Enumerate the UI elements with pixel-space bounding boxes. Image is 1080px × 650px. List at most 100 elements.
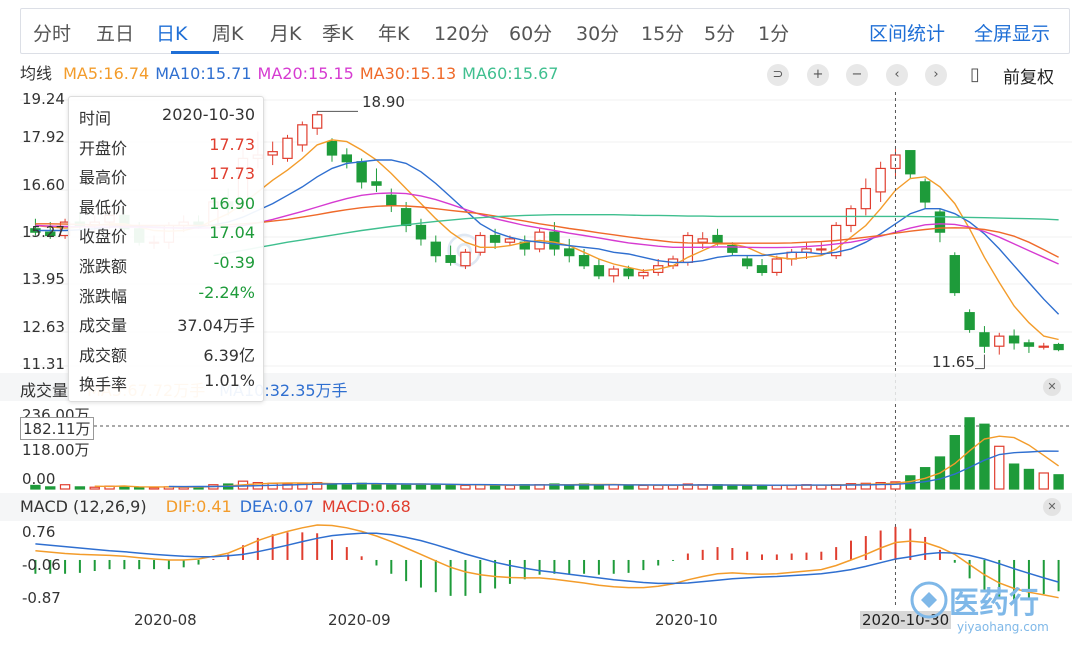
macd-title: MACD (12,26,9): [20, 497, 147, 516]
candle-body: [1023, 342, 1035, 347]
tooltip-row: 收盘价 17.04: [79, 223, 255, 247]
price-axis-label: 19.24: [22, 90, 65, 108]
volume-axis-label: 182.11万: [20, 417, 94, 440]
fullscreen-link[interactable]: 全屏显示: [974, 23, 1051, 45]
ma-line-ma60: [213, 213, 1059, 257]
tooltip-key: 最低价: [79, 197, 128, 217]
tooltip-key: 收盘价: [79, 227, 128, 247]
candle-body: [934, 211, 946, 233]
zoom-out-icon[interactable]: −: [846, 64, 868, 86]
candle-body: [771, 258, 783, 274]
watermark: 医药行 yiyaohang.com: [905, 578, 1075, 640]
candle-body: [682, 234, 694, 263]
watermark-url: yiyaohang.com: [957, 620, 1049, 634]
tab-3[interactable]: 周K: [212, 23, 244, 45]
tab-11[interactable]: 5分: [704, 23, 736, 45]
volume-bar: [875, 481, 886, 490]
tooltip-key: 时间: [79, 109, 112, 128]
candle-body: [549, 231, 560, 250]
macd-close-icon[interactable]: ✕: [1043, 498, 1061, 516]
ma-legend: 均线 MA5:16.74 MA10:15.71 MA20:15.15 MA30:15.…: [20, 60, 570, 86]
volume-bar: [30, 484, 41, 490]
tooltip-key: 成交额: [79, 345, 128, 365]
watermark-logo-icon: [910, 581, 948, 619]
volume-bar: [845, 483, 857, 490]
price-axis-label: 17.92: [22, 128, 65, 146]
tab-7[interactable]: 120分: [434, 23, 490, 45]
tab-9[interactable]: 30分: [576, 23, 620, 45]
tab-6[interactable]: 年K: [378, 23, 410, 45]
watermark-name: 医药行: [949, 586, 1039, 621]
tooltip-value: 6.39亿: [203, 345, 255, 365]
tooltip-row: 时间 2020-10-30: [79, 105, 255, 129]
candle-body: [386, 194, 397, 206]
tab-8[interactable]: 60分: [509, 23, 553, 45]
price-axis-label: 11.31: [22, 355, 65, 373]
ma-legend-item[interactable]: MA20:15.15: [257, 64, 354, 83]
ma-legend-item[interactable]: MA5:16.74: [63, 64, 150, 83]
candle-body: [905, 150, 916, 175]
volume-bar: [964, 417, 975, 490]
candle-body: [712, 234, 723, 243]
adjust-mode-button[interactable]: 前复权: [1003, 68, 1054, 88]
zoom-in-icon[interactable]: +: [807, 64, 829, 86]
tooltip-value: 1.01%: [204, 371, 255, 391]
macd-dif-line: [35, 524, 1059, 599]
volume-bar: [267, 482, 278, 490]
candle-body: [297, 124, 308, 146]
volume-bar: [45, 486, 56, 490]
candle-body: [727, 244, 738, 253]
high-annotation: 18.90: [362, 93, 405, 111]
ma-legend-item[interactable]: MA60:15.67: [462, 64, 559, 83]
candle-body: [326, 140, 338, 156]
tooltip-value: 37.04万手: [177, 316, 255, 336]
prev-icon[interactable]: ‹: [886, 64, 908, 86]
tab-2[interactable]: 日K: [156, 23, 188, 45]
candle-body: [504, 238, 516, 243]
candle-body: [860, 187, 872, 210]
volume-bar: [949, 435, 960, 490]
macd-legend-item: DIF:0.41: [165, 497, 232, 516]
candle-body: [445, 255, 456, 263]
candle-body: [267, 151, 278, 156]
ma-legend-item[interactable]: MA30:15.13: [359, 64, 457, 83]
volume-bar: [860, 482, 872, 490]
tab-0[interactable]: 分时: [33, 23, 72, 45]
candle-body: [460, 251, 471, 267]
volume-bar: [59, 484, 71, 490]
macd-legend: MACD (12,26,9) DIF:0.41 DEA:0.07 MACD:0.68: [20, 497, 419, 516]
x-axis-label: 2020-08: [134, 611, 197, 629]
candle-body: [45, 231, 56, 237]
volume-bar: [445, 484, 456, 490]
tooltip-row: 换手率 1.01%: [79, 371, 255, 395]
range-stats-link[interactable]: 区间统计: [869, 23, 946, 45]
volume-bar: [371, 483, 382, 490]
candle-body: [400, 208, 412, 227]
next-icon[interactable]: ›: [925, 64, 947, 86]
volume-close-icon[interactable]: ✕: [1043, 378, 1061, 396]
tooltip-value: -0.39: [213, 253, 255, 272]
candle-body: [564, 248, 575, 257]
macd-legend-item: DEA:0.07: [239, 497, 314, 516]
tab-12[interactable]: 1分: [758, 23, 790, 45]
volume-bar: [119, 485, 130, 490]
volume-bar: [653, 484, 664, 490]
ma-legend-item[interactable]: MA10:15.71: [155, 64, 252, 83]
low-annotation: 11.65: [932, 353, 975, 371]
reset-icon[interactable]: ⊃: [767, 64, 789, 86]
volume-bar: [638, 484, 649, 490]
tooltip-key: 开盘价: [79, 138, 128, 158]
macd-legend-item: MACD:0.68: [321, 497, 411, 516]
macd-axis-label: -0.06: [22, 556, 61, 574]
volume-bar: [504, 484, 516, 490]
x-axis-label: 2020-10: [655, 611, 718, 629]
volume-bar: [994, 445, 1005, 490]
tab-4[interactable]: 月K: [270, 23, 302, 45]
tab-1[interactable]: 五日: [96, 23, 135, 45]
candle-body: [890, 154, 901, 170]
tab-5[interactable]: 季K: [322, 23, 354, 45]
tab-10[interactable]: 15分: [641, 23, 685, 45]
volume-bar: [890, 481, 901, 490]
candle-type-icon[interactable]: ▯: [970, 64, 980, 85]
